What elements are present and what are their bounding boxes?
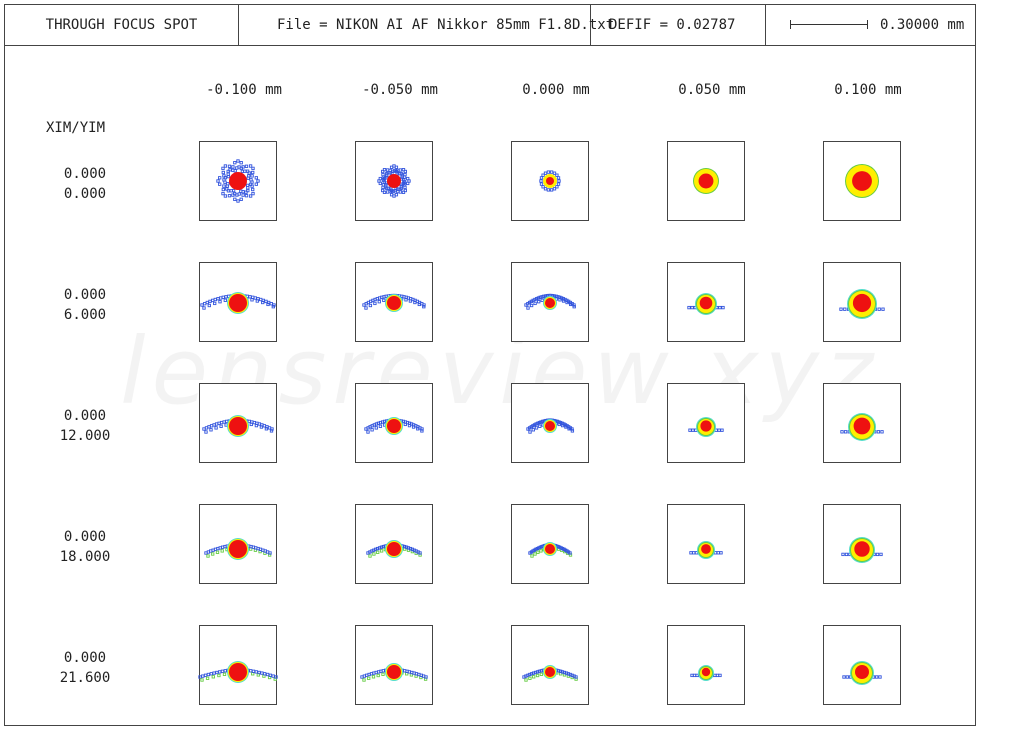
field-xim: 0.000 <box>63 287 107 303</box>
field-label: 0.000 18.000 <box>40 527 130 567</box>
scale-bar <box>790 20 868 29</box>
spot-box <box>355 504 433 584</box>
spot-box <box>823 625 901 705</box>
field-xim: 0.000 <box>63 408 107 424</box>
spot-box <box>355 625 433 705</box>
focus-label: -0.050 mm <box>362 82 438 98</box>
spot-box <box>511 625 589 705</box>
spot-box <box>823 383 901 463</box>
spot-box <box>199 504 277 584</box>
focus-label: -0.100 mm <box>206 82 282 98</box>
field-yim: 12.000 <box>59 428 111 444</box>
field-yim: 18.000 <box>59 549 111 565</box>
field-yim: 21.600 <box>59 670 111 686</box>
field-label: 0.000 12.000 <box>40 406 130 446</box>
spot-box <box>511 504 589 584</box>
spot-box <box>355 141 433 221</box>
header-bar: THROUGH FOCUS SPOT File = NIKON AI AF Ni… <box>5 5 975 46</box>
spot-box <box>199 141 277 221</box>
spot-box <box>823 141 901 221</box>
field-xim: 0.000 <box>63 529 107 545</box>
spot-box <box>823 504 901 584</box>
field-label: 0.000 6.000 <box>40 285 130 325</box>
spot-box <box>667 504 745 584</box>
spot-box <box>667 383 745 463</box>
spot-box <box>511 383 589 463</box>
focus-label: 0.050 mm <box>678 82 746 98</box>
file-name: File = NIKON AI AF Nikkor 85mm F1.8D.txt <box>239 5 614 45</box>
field-label: 0.000 0.000 <box>40 164 130 204</box>
focus-label: 0.100 mm <box>834 82 902 98</box>
scale-label: 0.30000 mm <box>880 17 965 33</box>
field-xim: 0.000 <box>63 166 107 182</box>
spot-box <box>823 262 901 342</box>
spot-box <box>355 383 433 463</box>
field-yim: 6.000 <box>63 307 107 323</box>
plot-title: THROUGH FOCUS SPOT <box>5 5 239 45</box>
scale-cell: 0.30000 mm <box>766 5 975 45</box>
spot-box <box>355 262 433 342</box>
spot-box <box>511 141 589 221</box>
spot-box <box>667 141 745 221</box>
field-xim: 0.000 <box>63 650 107 666</box>
spot-box <box>667 262 745 342</box>
defocus-value: DEFIF = 0.02787 <box>591 5 766 45</box>
focus-label: 0.000 mm <box>522 82 590 98</box>
spot-box <box>199 262 277 342</box>
field-yim: 0.000 <box>63 186 107 202</box>
field-header: XIM/YIM <box>46 120 106 136</box>
spot-box <box>199 625 277 705</box>
plot-frame: THROUGH FOCUS SPOT File = NIKON AI AF Ni… <box>4 4 976 726</box>
field-label: 0.000 21.600 <box>40 648 130 688</box>
spot-box <box>667 625 745 705</box>
spot-box <box>511 262 589 342</box>
spot-box <box>199 383 277 463</box>
